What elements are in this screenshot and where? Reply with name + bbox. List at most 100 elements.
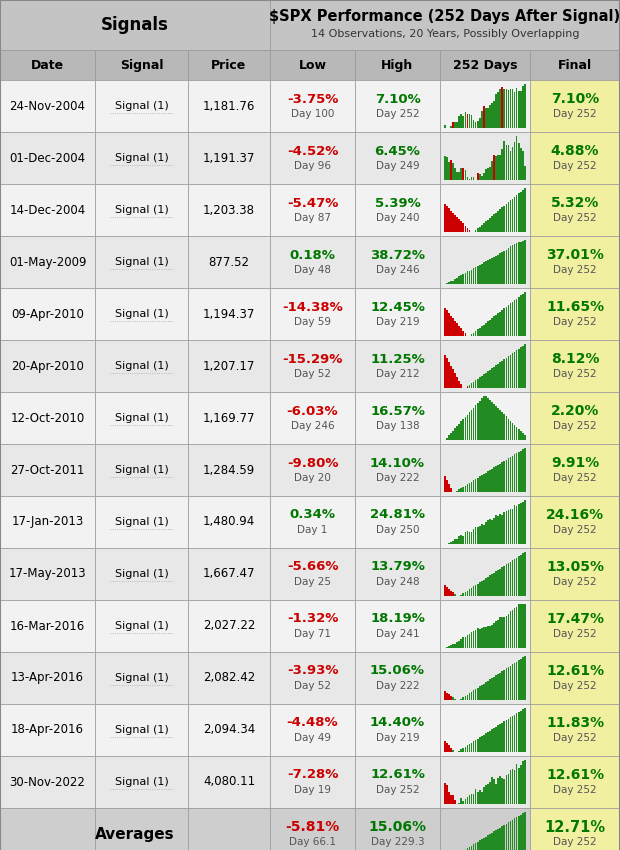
Text: 2.20%: 2.20% [551, 404, 599, 418]
Bar [503, 415, 505, 440]
Bar [479, 582, 480, 596]
Bar [188, 80, 270, 132]
Bar [493, 155, 495, 180]
Bar [270, 808, 355, 850]
Bar [487, 732, 489, 752]
Text: High: High [381, 59, 414, 71]
Bar [355, 132, 440, 184]
Bar [475, 527, 477, 544]
Bar [516, 764, 518, 804]
Bar [497, 570, 499, 596]
Bar [520, 814, 521, 850]
Text: Day 246: Day 246 [291, 421, 334, 431]
Bar [505, 460, 507, 492]
Bar [458, 219, 460, 232]
Bar [510, 769, 512, 804]
Bar [450, 315, 452, 336]
Bar [355, 80, 440, 132]
Bar [510, 150, 512, 180]
Text: Day 250: Day 250 [376, 525, 419, 535]
Bar [485, 396, 487, 440]
Bar [510, 821, 512, 850]
Text: 15.06%: 15.06% [368, 820, 427, 834]
Bar [491, 104, 493, 128]
Bar [95, 444, 188, 496]
Bar [471, 383, 472, 388]
Bar [188, 652, 270, 704]
Text: 1,169.77: 1,169.77 [203, 411, 255, 424]
Bar [471, 531, 472, 544]
Bar [530, 756, 620, 808]
Bar [487, 219, 489, 232]
Bar [0, 600, 95, 652]
Bar [495, 94, 497, 128]
Bar [514, 769, 515, 804]
Bar [522, 604, 524, 648]
Bar [520, 659, 521, 700]
Bar [522, 657, 524, 700]
Bar [497, 255, 499, 284]
Bar [497, 465, 499, 492]
Bar [493, 728, 495, 752]
Bar [440, 808, 530, 850]
Bar [270, 80, 355, 132]
Bar [508, 667, 509, 700]
Text: 5.32%: 5.32% [551, 196, 599, 210]
Bar [495, 156, 497, 180]
Bar [458, 116, 460, 128]
Bar [508, 822, 509, 850]
Text: -5.81%: -5.81% [285, 820, 340, 834]
Bar [530, 80, 620, 132]
Bar [461, 115, 462, 128]
Bar [440, 236, 530, 288]
Bar [477, 628, 479, 648]
Bar [508, 458, 509, 492]
Bar [270, 756, 355, 808]
Bar [524, 448, 526, 492]
Bar [483, 262, 485, 284]
Bar [355, 288, 440, 340]
Bar [440, 756, 530, 808]
Bar [499, 362, 501, 388]
Bar [467, 797, 468, 804]
Bar [475, 479, 477, 492]
Bar [467, 415, 468, 440]
Bar [499, 312, 501, 336]
Bar [0, 548, 95, 600]
Bar [355, 704, 440, 756]
Bar [512, 147, 513, 180]
Text: -4.52%: -4.52% [287, 144, 338, 157]
Bar [452, 163, 454, 180]
Bar [512, 609, 513, 648]
Bar [444, 783, 446, 804]
Bar [502, 826, 503, 850]
Bar [448, 589, 450, 596]
Bar [493, 468, 495, 492]
Bar [448, 362, 450, 388]
Bar [471, 692, 472, 700]
Bar [503, 670, 505, 700]
Bar [469, 483, 471, 492]
Bar [472, 530, 474, 544]
Bar [452, 541, 454, 544]
Text: -3.75%: -3.75% [287, 93, 338, 105]
Bar [487, 168, 489, 180]
Bar [518, 143, 520, 180]
Bar [472, 408, 474, 440]
Text: 11.25%: 11.25% [370, 353, 425, 366]
Bar [463, 638, 464, 648]
Bar [95, 652, 188, 704]
Bar [505, 416, 507, 440]
Bar [458, 276, 460, 284]
Bar [524, 760, 526, 804]
Bar [524, 552, 526, 596]
Text: 18-Apr-2016: 18-Apr-2016 [11, 723, 84, 736]
Text: -6.03%: -6.03% [286, 405, 339, 417]
Text: Day 252: Day 252 [553, 629, 597, 639]
Bar [461, 488, 462, 492]
Bar [530, 236, 620, 288]
Bar [469, 532, 471, 544]
Text: Signal (1): Signal (1) [115, 413, 169, 423]
Bar [516, 88, 518, 128]
Bar [508, 356, 509, 388]
